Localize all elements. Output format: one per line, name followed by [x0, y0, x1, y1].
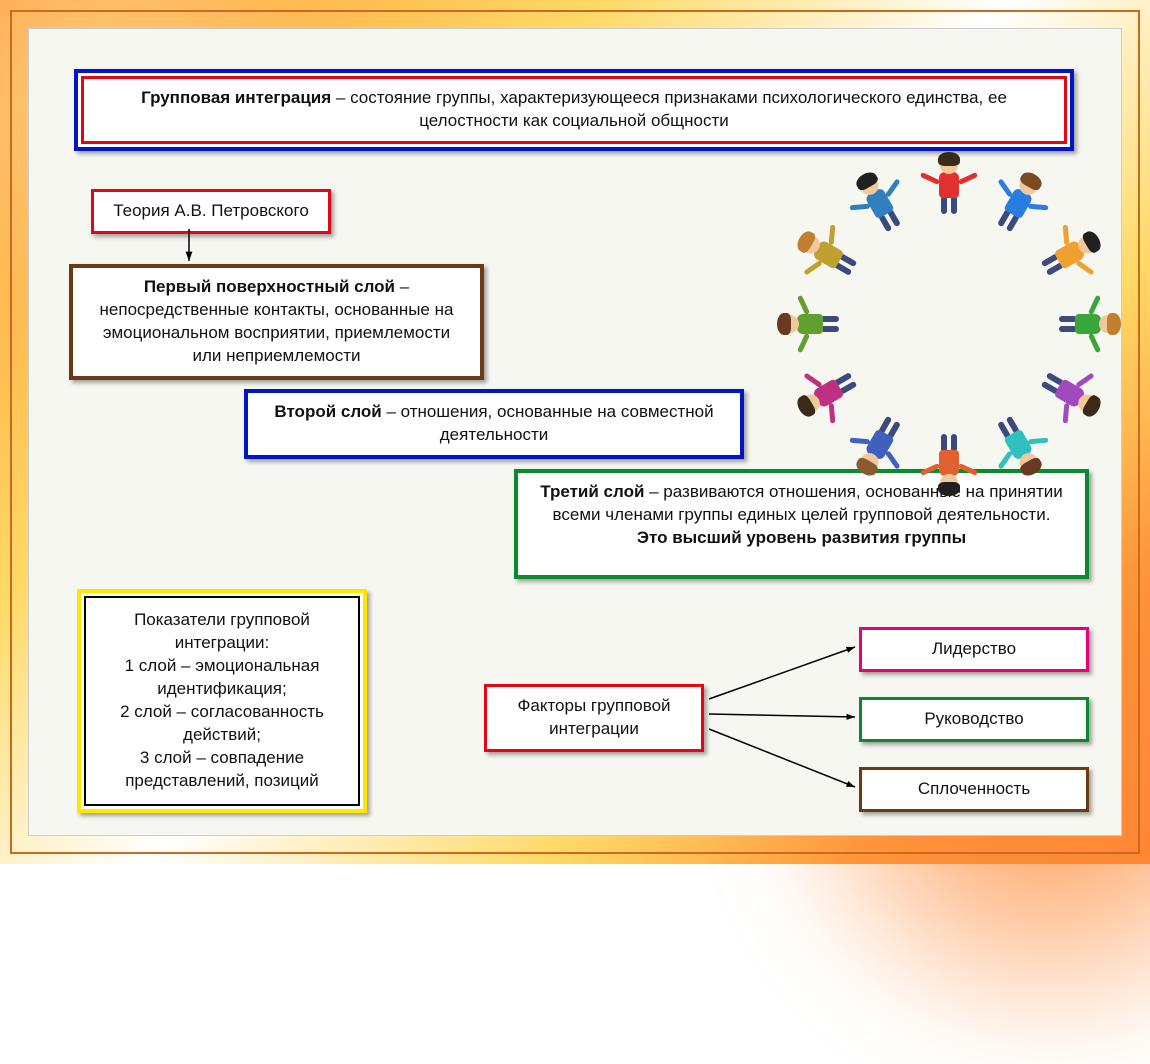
factors-source-box: Факторы групповой интеграции	[484, 684, 704, 752]
factors-text: Факторы групповой интеграции	[517, 696, 670, 738]
factor-leadership-box: Лидерство	[859, 627, 1089, 672]
arrows-factors	[697, 635, 867, 799]
layer3-box: Третий слой – развиваются отношения, осн…	[514, 469, 1089, 579]
theory-text: Теория А.В. Петровского	[113, 201, 309, 220]
indicators-box: Показатели групповой интеграции: 1 слой …	[77, 589, 367, 813]
factor3-text: Сплоченность	[918, 779, 1030, 798]
factor-cohesion-box: Сплоченность	[859, 767, 1089, 812]
theory-box: Теория А.В. Петровского	[91, 189, 331, 234]
factor2-text: Руководство	[924, 709, 1023, 728]
layer2-rest: – отношения, основанные на совместной де…	[382, 402, 714, 444]
indicators-line2: 1 слой – эмоциональная идентификация;	[99, 655, 345, 701]
factor-management-box: Руководство	[859, 697, 1089, 742]
layer3-bold2: Это высший уровень развития группы	[637, 528, 966, 547]
children-circle-illustration	[809, 169, 1089, 449]
indicators-line1: Показатели групповой интеграции:	[99, 609, 345, 655]
header-rest: – состояние группы, характеризующееся пр…	[331, 88, 1007, 130]
layer2-bold: Второй слой	[274, 402, 381, 421]
layer3-bold1: Третий слой	[540, 482, 644, 501]
header-term: Групповая интеграция	[141, 88, 331, 107]
indicators-line4: 3 слой – совпадение представлений, позиц…	[99, 747, 345, 793]
indicators-line3: 2 слой – согласованность действий;	[99, 701, 345, 747]
diagram-canvas: Групповая интеграция – состояние группы,…	[28, 28, 1122, 836]
header-definition-box: Групповая интеграция – состояние группы,…	[74, 69, 1074, 151]
layer1-box: Первый поверхностный слой – непосредстве…	[69, 264, 484, 380]
layer1-bold: Первый поверхностный слой	[144, 277, 395, 296]
factor1-text: Лидерство	[932, 639, 1016, 658]
layer2-box: Второй слой – отношения, основанные на с…	[244, 389, 744, 459]
